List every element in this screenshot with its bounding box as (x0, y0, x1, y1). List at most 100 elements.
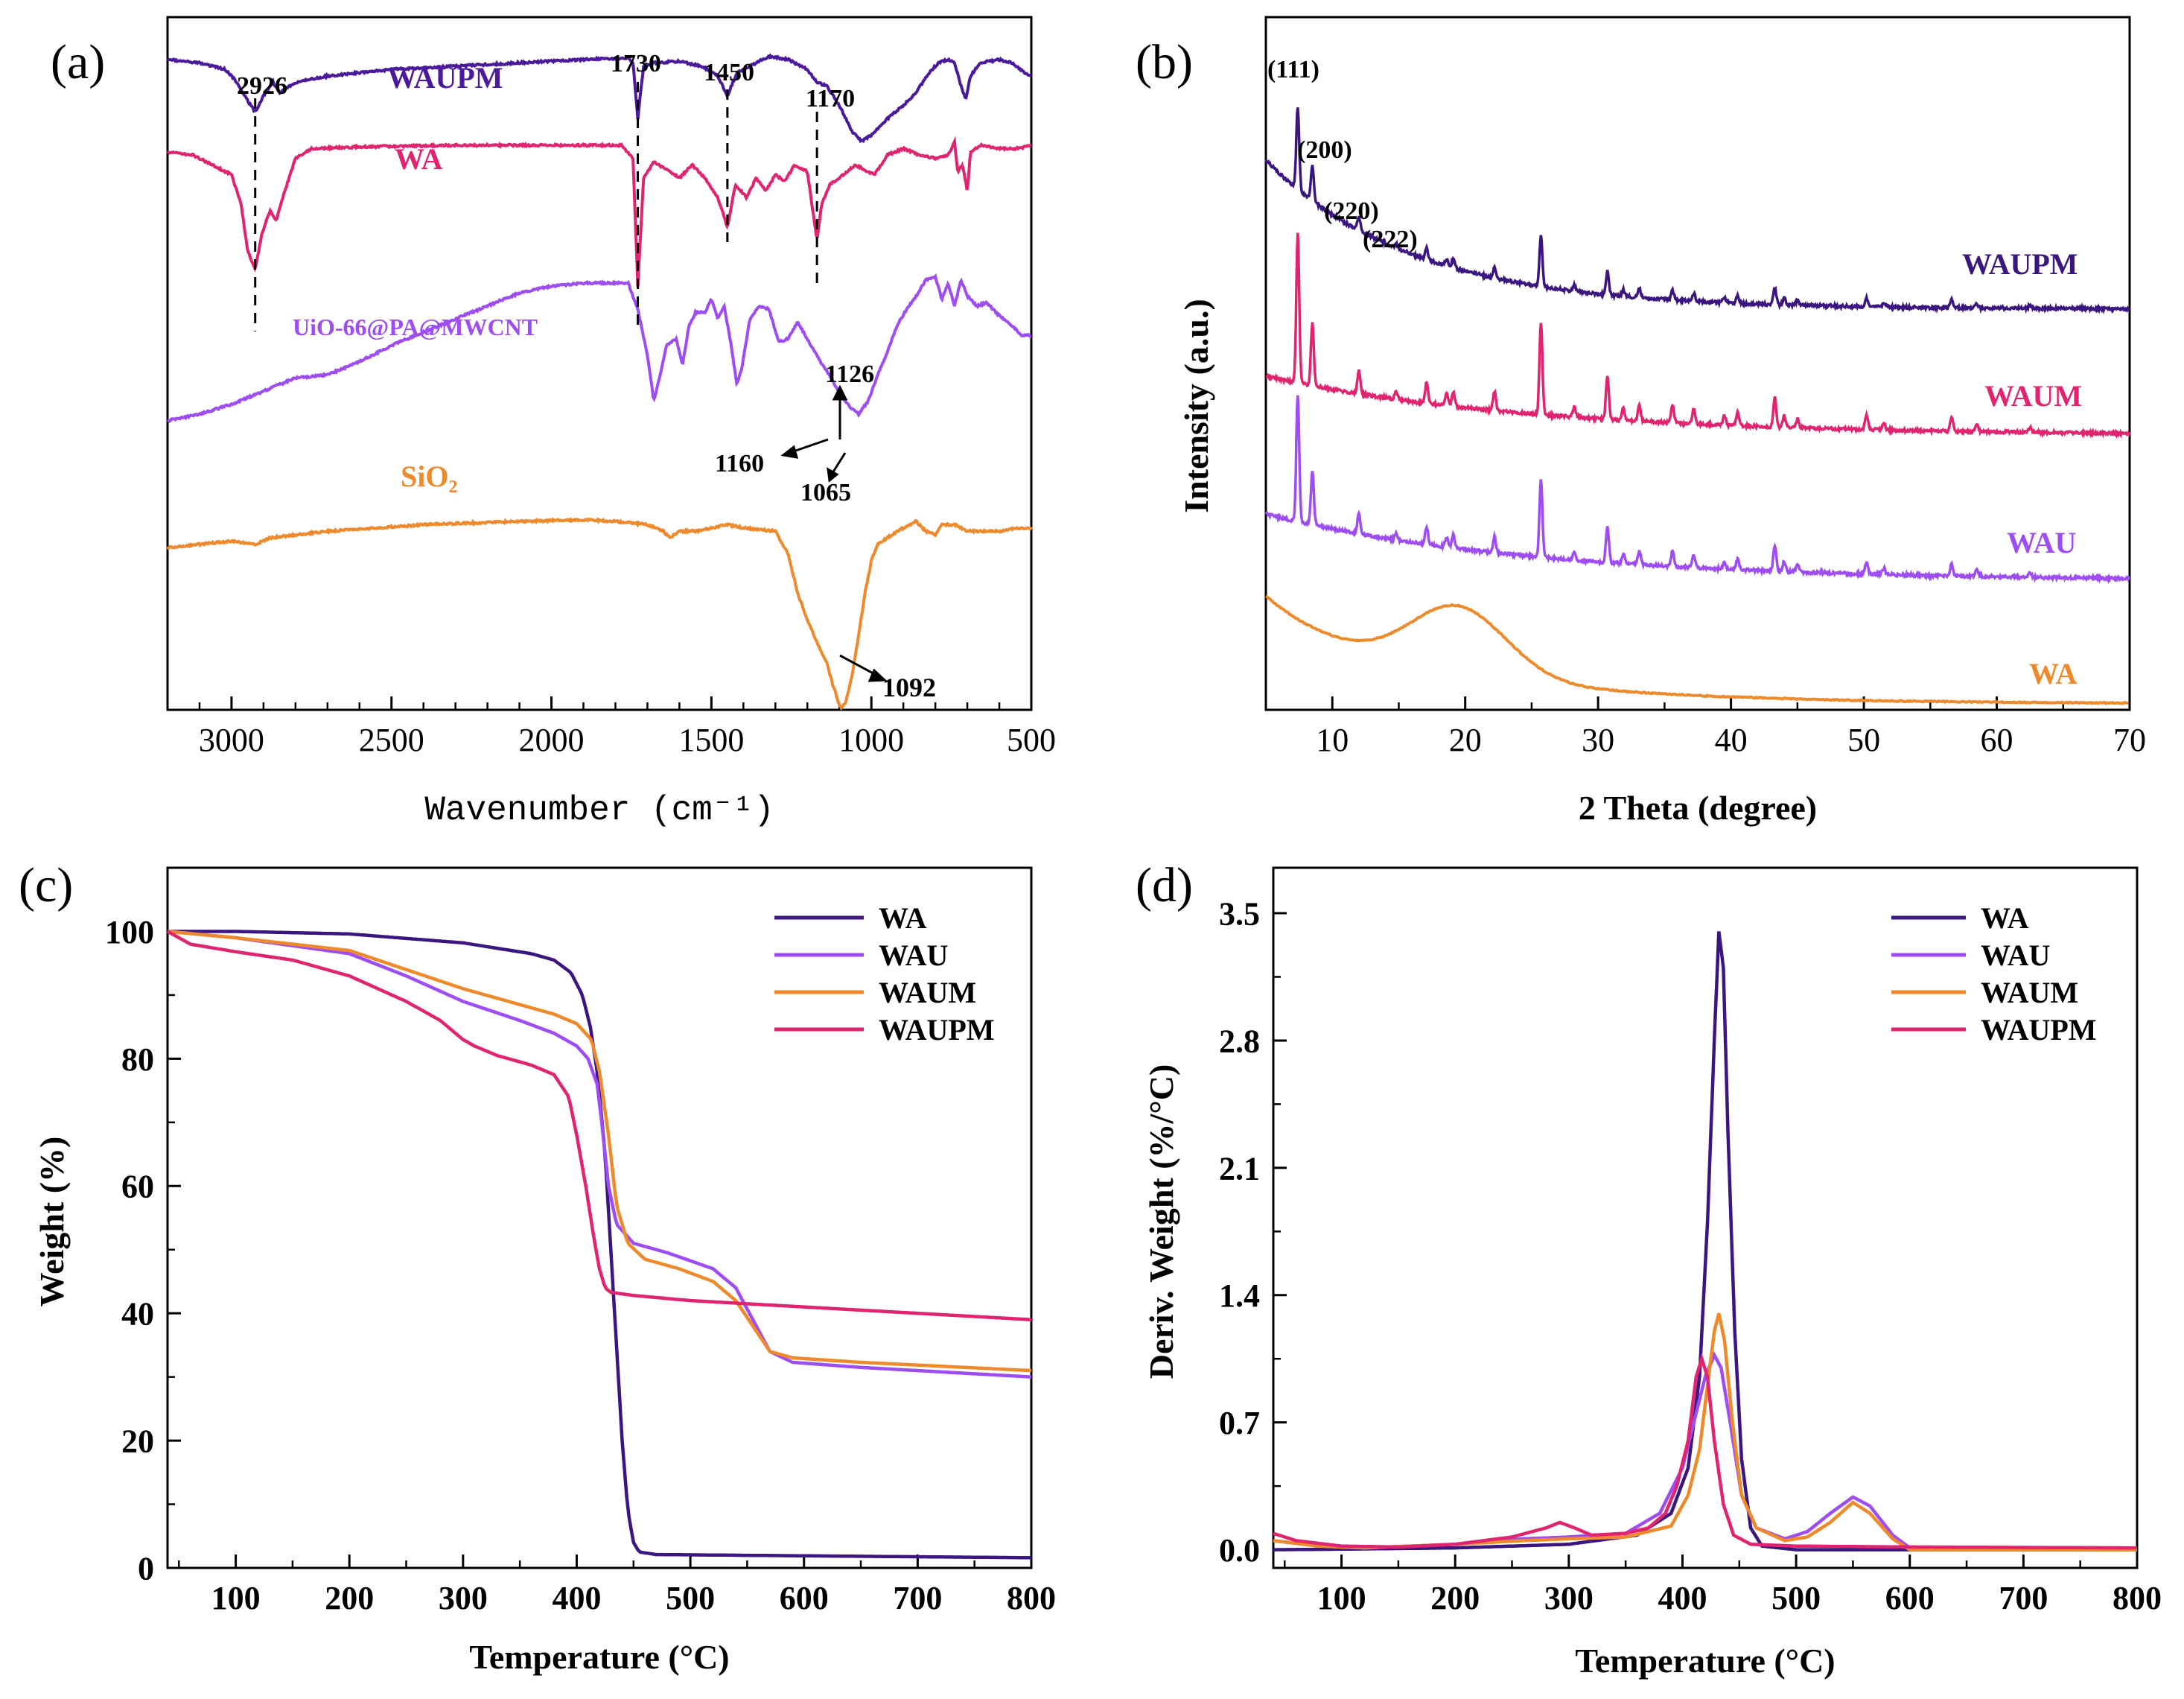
x-axis-label: Wavenumber (cm⁻¹) (424, 791, 774, 830)
tga-curves (166, 930, 1032, 1560)
x-tick-label: 800 (2113, 1580, 2162, 1616)
y-tick-label: 60 (121, 1169, 154, 1205)
legend-label: WAU (879, 939, 948, 972)
y-tick-label: 0.7 (1219, 1405, 1260, 1441)
peak-label-1126: 1126 (825, 361, 874, 388)
peak-label-1170: 1170 (806, 85, 855, 112)
miller-index-222: (222) (1363, 226, 1418, 253)
peak-label-1160: 1160 (715, 450, 764, 477)
y-axis-label: Deriv. Weight (%/°C) (1142, 1064, 1180, 1379)
y-tick-label: 80 (121, 1041, 154, 1078)
x-tick-label: 40 (1715, 722, 1748, 758)
x-tick-label: 500 (1771, 1580, 1821, 1616)
y-tick-label: 0.0 (1219, 1532, 1260, 1569)
x-tick-label: 10 (1316, 722, 1349, 758)
x-tick-label: 100 (211, 1580, 261, 1616)
series-label-wa: WA (395, 142, 443, 176)
y-tick-label: 3.5 (1219, 895, 1260, 932)
peak-label-1092: 1092 (882, 673, 936, 702)
xrd-curve-WAUPM (1264, 107, 2131, 315)
plot-frame (166, 866, 1033, 1569)
peak-label-2926: 2926 (237, 72, 287, 100)
xrd-curve-WA (1265, 594, 2129, 705)
xrd-curve-WAUM (1265, 232, 2131, 439)
x-tick-label: 300 (439, 1580, 488, 1616)
y-tick-label: 2.8 (1219, 1023, 1260, 1059)
y-tick-label: 2.1 (1219, 1150, 1260, 1187)
xrd-panel: 10 20 30 40 50 60 70 2 Theta (degree) Intensit… (1177, 16, 2146, 827)
x-tick-label: 100 (1317, 1580, 1366, 1616)
x-axis-ticks: 100 200 300 400 500 600 700 800 (1284, 1554, 2162, 1616)
x-tick-label: 2000 (519, 722, 585, 758)
x-tick-label: 70 (2113, 722, 2146, 758)
x-tick-label: 60 (1981, 722, 2013, 758)
series-label-uio: UiO-66@PA@MWCNT (293, 314, 538, 340)
panel-label-b: (b) (1136, 35, 1193, 89)
series-label-waum: WAUM (1984, 379, 2082, 413)
legend-label: WAUM (879, 976, 976, 1009)
x-axis-ticks: 10 20 30 40 50 60 70 (1264, 696, 2146, 758)
panel-label-c: (c) (19, 858, 73, 912)
ftir-curve-0 (166, 53, 1032, 144)
y-axis-label: Intensity (a.u.) (1177, 299, 1215, 513)
series-label-wa: WA (2029, 657, 2078, 690)
plot-frame (1272, 866, 2139, 1569)
x-tick-label: 1500 (678, 722, 744, 758)
ftir-curve-1 (166, 136, 1032, 288)
series-label-waupm: WAUPM (1962, 247, 2078, 281)
annotation-arrows (780, 384, 888, 682)
peak-reference-lines (254, 82, 818, 331)
y-tick-label: 20 (121, 1423, 154, 1459)
dtg-curves (1273, 931, 2137, 1552)
x-tick-label: 20 (1449, 722, 1482, 758)
y-tick-label: 100 (105, 914, 154, 950)
y-tick-label: 1.4 (1219, 1277, 1260, 1314)
legend-label: WAUPM (1981, 1013, 2097, 1047)
x-tick-label: 600 (1885, 1580, 1935, 1616)
peak-label-1065: 1065 (800, 479, 851, 506)
y-axis-ticks: 0.0 0.7 1.4 2.1 2.8 3.5 (1219, 895, 1287, 1569)
xrd-curve-WAU (1264, 395, 2130, 585)
miller-index-111: (111) (1267, 56, 1319, 83)
ftir-curve-2 (167, 273, 1032, 423)
x-tick-label: 3000 (199, 722, 264, 758)
legend-label: WA (879, 901, 927, 935)
y-axis-ticks: 0 20 40 60 80 100 (105, 866, 181, 1587)
peak-label-1730: 1730 (611, 50, 661, 77)
x-axis-label: Temperature (°C) (1575, 1642, 1835, 1680)
x-tick-label: 30 (1582, 722, 1614, 758)
legend: WA WAU WAUM WAUPM (1891, 901, 2097, 1047)
x-tick-label: 200 (1430, 1580, 1480, 1616)
miller-index-200: (200) (1297, 136, 1352, 164)
x-tick-label: 1000 (838, 722, 904, 758)
panel-label-a: (a) (51, 35, 105, 89)
x-axis-ticks: 3000 2500 2000 1500 1000 500 (166, 696, 1056, 758)
tga-panel: 100 200 300 400 500 600 700 800 0 20 40 60 80 100 Te… (33, 866, 1056, 1676)
x-tick-label: 700 (1999, 1580, 2048, 1616)
plot-frame (1264, 16, 2131, 711)
legend-label: WAU (1981, 939, 2050, 972)
x-tick-label: 400 (1658, 1580, 1707, 1616)
dtg-curve-WAUPM (1273, 1353, 2137, 1550)
x-tick-label: 50 (1847, 722, 1880, 758)
ftir-curve-3 (166, 516, 1033, 711)
x-tick-label: 800 (1007, 1580, 1056, 1616)
miller-index-220: (220) (1324, 197, 1379, 225)
y-axis-label: Weight (%) (33, 1137, 71, 1307)
legend: WA WAU WAUM WAUPM (774, 901, 995, 1047)
y-tick-label: 40 (121, 1296, 154, 1333)
tga-curve-WAU (167, 930, 1032, 1379)
x-tick-label: 200 (325, 1580, 374, 1616)
x-tick-label: 500 (666, 1580, 715, 1616)
legend-label: WA (1981, 901, 2029, 935)
dtg-curve-WAU (1273, 1350, 2137, 1552)
dtg-panel: 100 200 300 400 500 600 700 800 0.0 0.7 1.4 2.1 2.8… (1142, 866, 2162, 1680)
x-tick-label: 400 (552, 1580, 601, 1616)
tga-curve-WAUM (167, 930, 1032, 1373)
x-axis-ticks: 100 200 300 400 500 600 700 800 (178, 1554, 1056, 1616)
plot-frame (166, 16, 1033, 711)
x-tick-label: 600 (780, 1580, 829, 1616)
series-label-wau: WAU (2007, 526, 2076, 559)
panel-label-d: (d) (1136, 858, 1193, 912)
